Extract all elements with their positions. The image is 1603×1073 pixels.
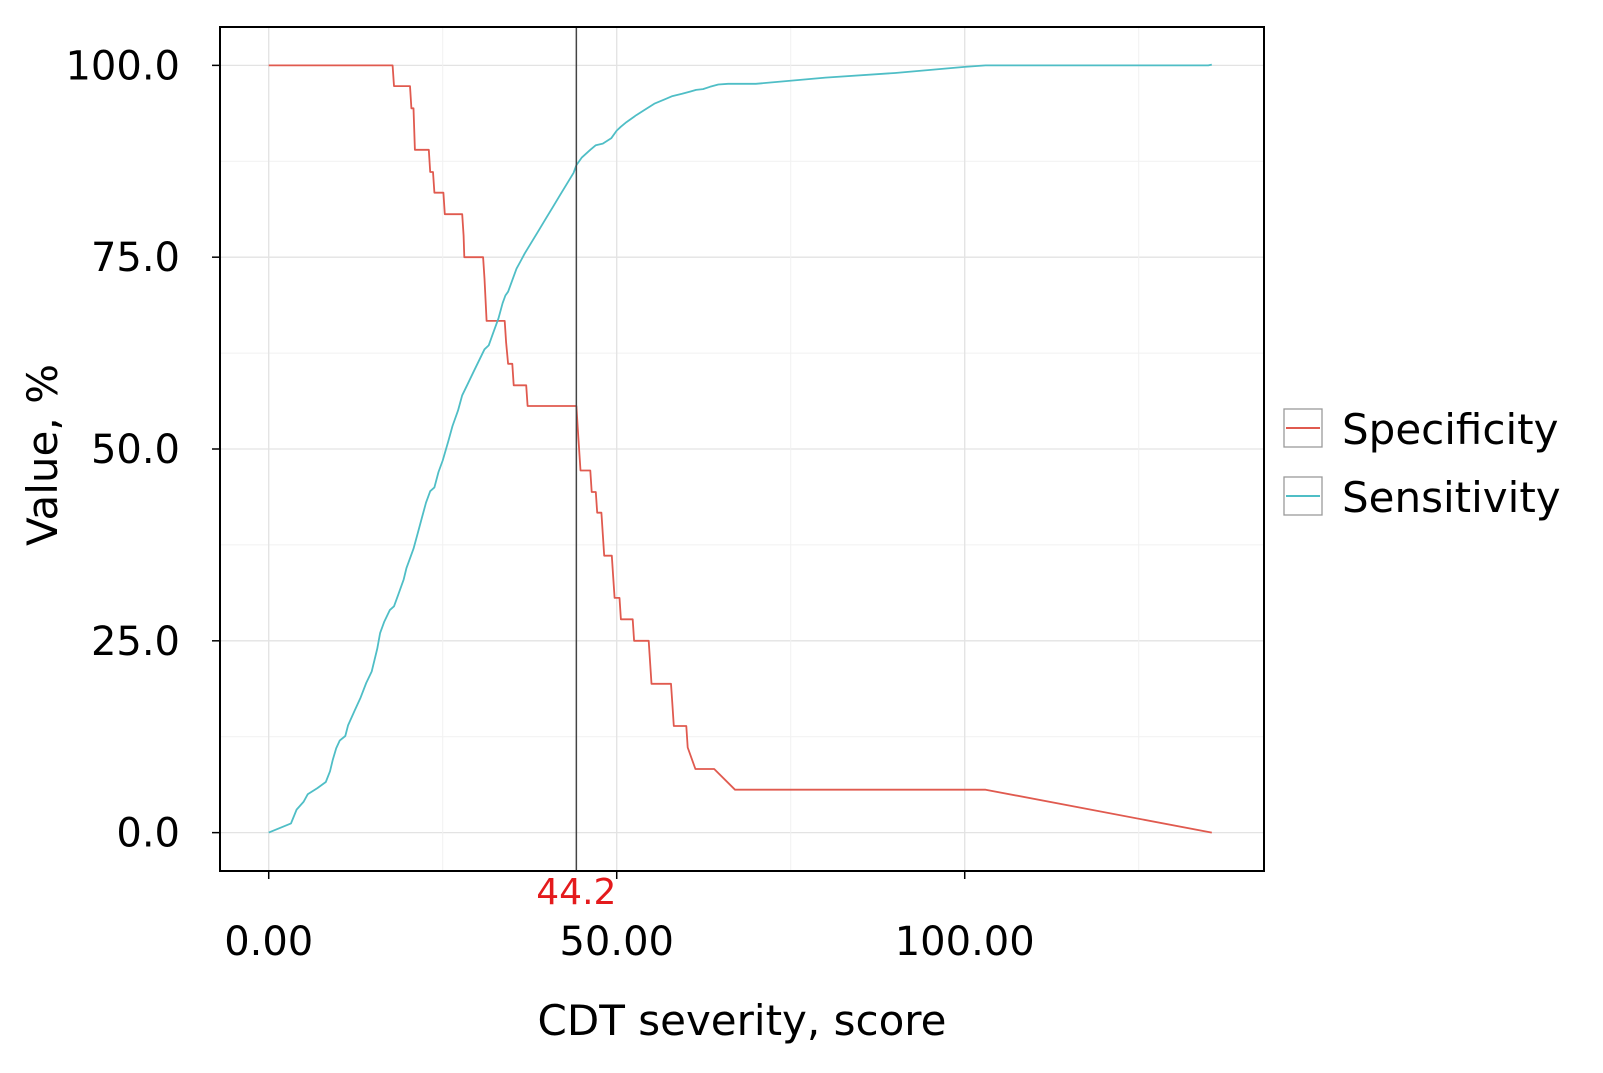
- grid: [220, 27, 1264, 871]
- x-tick-label: 50.00: [559, 919, 674, 965]
- y-tick-label: 25.0: [91, 619, 180, 665]
- legend: Specificity Sensitivity: [1283, 405, 1561, 522]
- x-axis-title: CDT severity, score: [538, 996, 947, 1045]
- y-tick-label: 50.0: [91, 427, 180, 473]
- x-tick-label: 0.00: [224, 919, 313, 965]
- cutoff-label: 44.2: [536, 872, 616, 913]
- y-tick-label: 100.0: [65, 43, 180, 89]
- y-tick-label: 0.0: [116, 811, 180, 857]
- series-lines: [268, 63, 1213, 834]
- series-line-specificity: [268, 64, 1212, 834]
- y-axis-title: Value, %: [18, 364, 67, 546]
- y-tick-label: 75.0: [91, 235, 180, 281]
- legend-label-sensitivity: Sensitivity: [1342, 473, 1561, 522]
- x-axis: 0.00 50.00 100.00: [224, 871, 1035, 965]
- legend-label-specificity: Specificity: [1342, 405, 1558, 454]
- x-tick-label: 100.00: [895, 919, 1035, 965]
- series-line-sensitivity: [268, 63, 1213, 834]
- y-axis: 0.0 25.0 50.0 75.0 100.0: [65, 43, 220, 857]
